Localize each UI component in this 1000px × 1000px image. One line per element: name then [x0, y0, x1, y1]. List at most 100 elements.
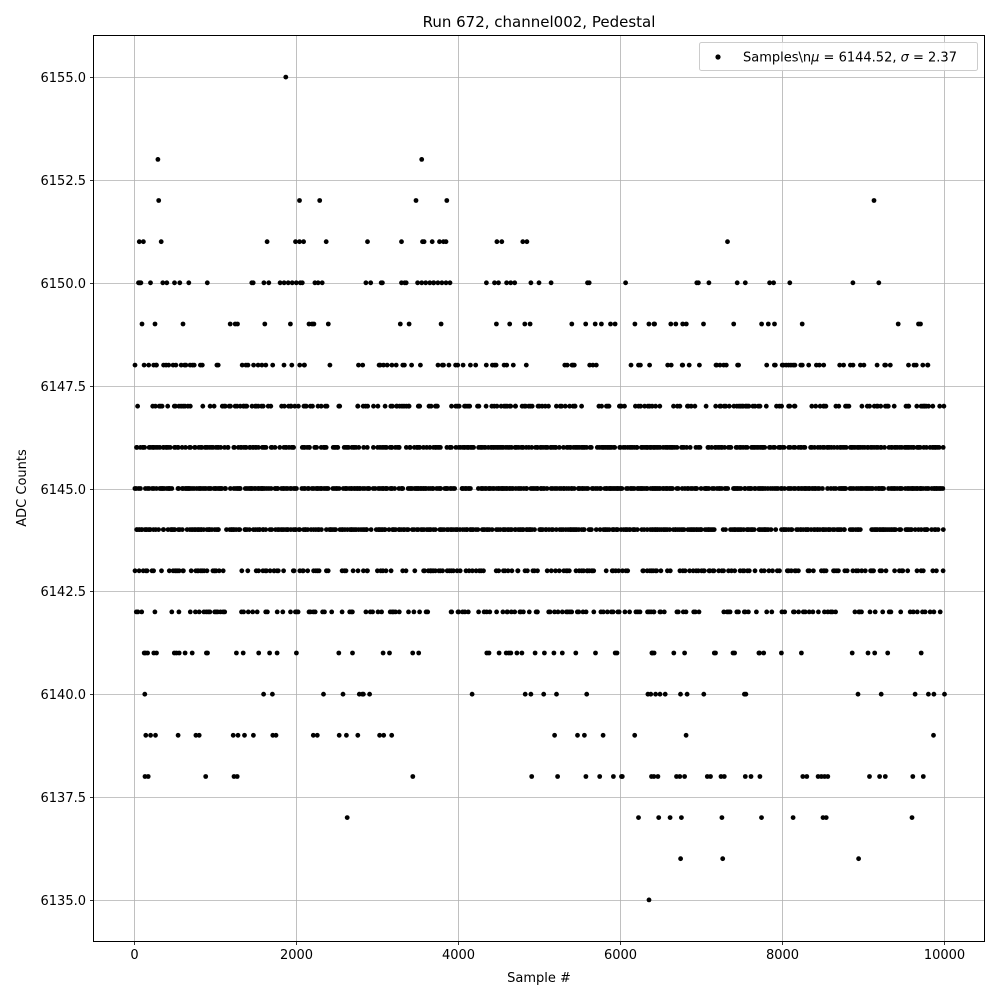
scatter-point [173, 403, 178, 409]
scatter-point [280, 609, 286, 615]
scatter-point [512, 280, 518, 286]
scatter-point [500, 609, 506, 615]
scatter-point [714, 362, 720, 368]
scatter-point [535, 609, 540, 615]
scatter-point [571, 486, 577, 491]
scatter-point [413, 198, 419, 203]
scatter-point [176, 568, 182, 574]
scatter-point [270, 691, 275, 697]
scatter-point [344, 815, 350, 820]
scatter-point [499, 239, 505, 245]
scatter-point [554, 691, 559, 697]
scatter-point [683, 321, 689, 327]
scatter-point [380, 650, 386, 656]
scatter-point [169, 486, 175, 491]
scatter-point [657, 403, 663, 409]
scatter-point [237, 486, 243, 491]
scatter-point [310, 403, 315, 409]
scatter-point [862, 568, 868, 574]
scatter-point [481, 568, 486, 574]
scatter-point [620, 568, 625, 574]
scatter-point [421, 239, 427, 245]
scatter-point [677, 403, 683, 409]
scatter-point [153, 732, 158, 738]
scatter-point [641, 568, 646, 574]
scatter-point [451, 568, 456, 574]
scatter-point [381, 732, 387, 738]
scatter-point [215, 362, 221, 368]
scatter-point [914, 403, 920, 409]
scatter-point [293, 280, 299, 286]
scatter-point [636, 815, 641, 820]
scatter-point [422, 568, 427, 574]
scatter-point [880, 609, 886, 615]
scatter-point [668, 362, 674, 368]
scatter-point [355, 732, 361, 738]
scatter-point [256, 445, 261, 450]
scatter-point [508, 650, 514, 656]
scatter-point [874, 362, 880, 368]
scatter-point [777, 568, 782, 574]
scatter-point [365, 403, 371, 409]
scatter-point [936, 445, 942, 450]
x-tick-label: 10000 [924, 948, 965, 963]
scatter-point [920, 568, 926, 574]
scatter-point [525, 568, 530, 574]
y-tick-label: 6150.0 [41, 277, 87, 292]
scatter-point [397, 321, 403, 327]
scatter-point [673, 321, 679, 327]
scatter-point [416, 650, 422, 656]
scatter-point [752, 568, 758, 574]
scatter-point [658, 609, 664, 615]
scatter-point [247, 527, 252, 532]
scatter-point [559, 609, 565, 615]
scatter-point [815, 774, 821, 779]
scatter-point [882, 774, 888, 779]
scatter-point [899, 486, 905, 491]
scatter-point [406, 403, 412, 409]
scatter-point [343, 568, 349, 574]
scatter-point [742, 280, 748, 286]
scatter-point [337, 403, 343, 409]
scatter-point [529, 403, 535, 409]
scatter-point [425, 609, 431, 615]
scatter-point [817, 362, 822, 368]
scatter-point [264, 239, 270, 245]
scatter-point [918, 321, 923, 327]
scatter-point [575, 732, 580, 738]
scatter-point [924, 445, 929, 450]
scatter-point [344, 732, 349, 738]
scatter-point [634, 445, 640, 450]
scatter-point [141, 239, 146, 245]
scatter-point [220, 568, 226, 574]
scatter-point [437, 239, 442, 245]
scatter-point [764, 609, 770, 615]
scatter-point [768, 527, 774, 532]
scatter-point [706, 280, 712, 286]
scatter-point [245, 568, 251, 574]
scatter-point [679, 815, 684, 820]
scatter-point [193, 732, 199, 738]
scatter-point [754, 609, 759, 615]
scatter-point [661, 609, 667, 615]
scatter-point [825, 774, 831, 779]
scatter-point [648, 691, 654, 697]
scatter-point [849, 650, 855, 656]
scatter-point [512, 609, 518, 615]
scatter-point [744, 445, 750, 450]
scatter-point [804, 774, 810, 779]
scatter-point [183, 445, 188, 450]
scatter-point [781, 445, 787, 450]
scatter-point [741, 568, 747, 574]
scatter-point [752, 403, 758, 409]
scatter-point [274, 650, 280, 656]
scatter-point [743, 691, 749, 697]
scatter-point [859, 609, 864, 615]
scatter-point [142, 691, 148, 697]
scatter-point [523, 362, 529, 368]
scatter-point [765, 321, 771, 327]
scatter-point [761, 568, 767, 574]
scatter-point [423, 280, 429, 286]
scatter-point [314, 732, 320, 738]
scatter-point [698, 486, 704, 491]
